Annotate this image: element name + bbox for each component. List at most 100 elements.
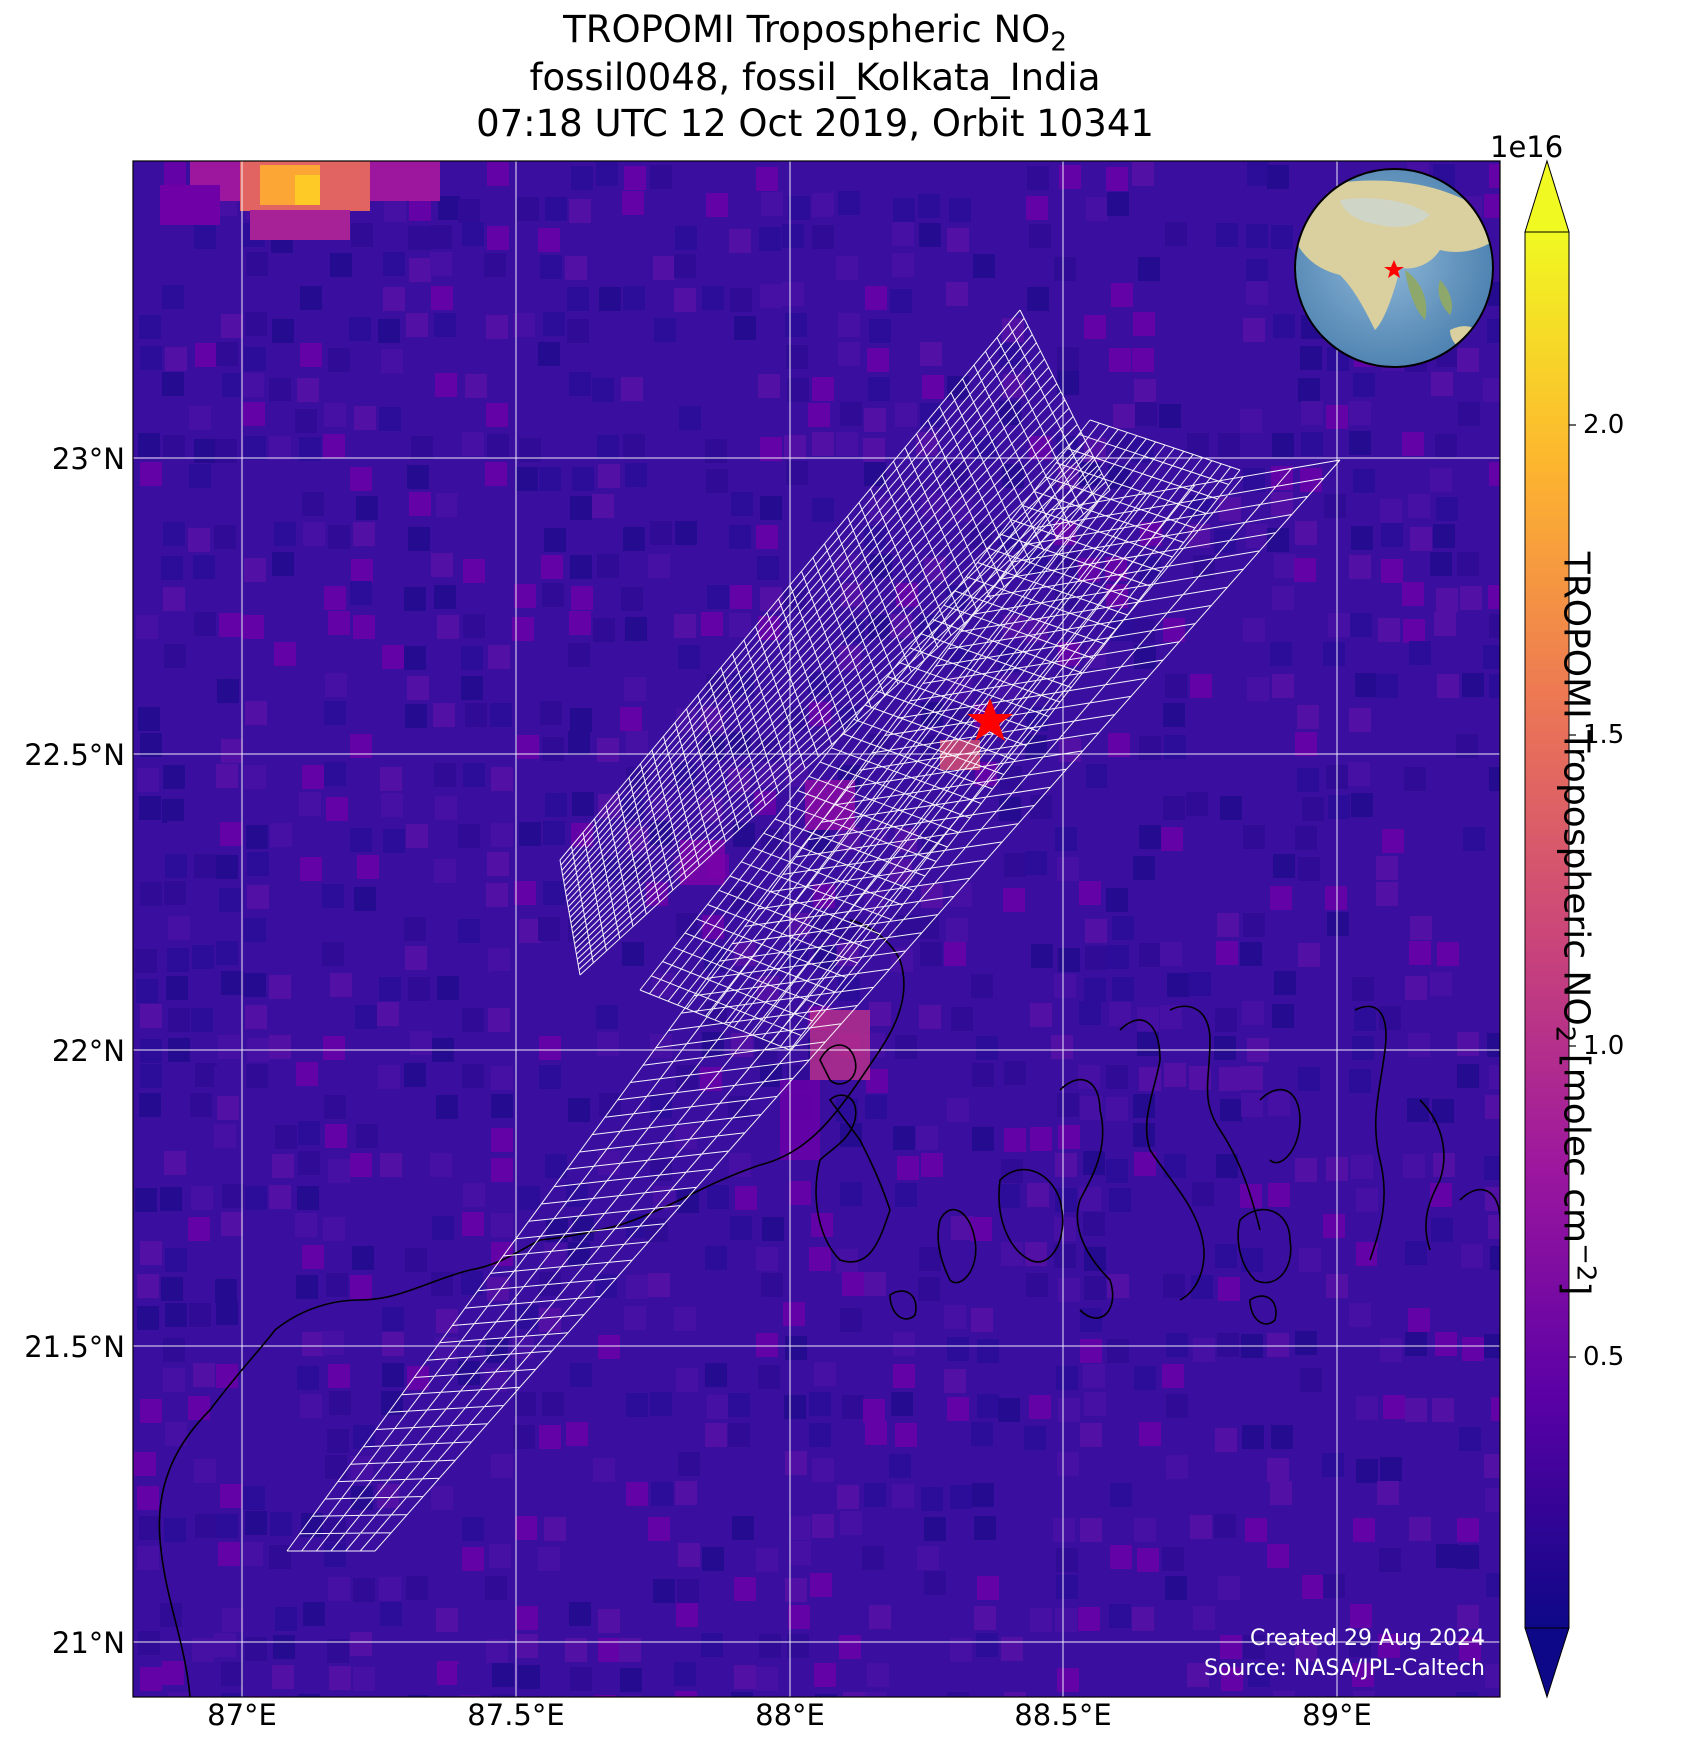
no2-pixel — [947, 1397, 969, 1421]
no2-pixel — [296, 556, 318, 580]
no2-pixel — [890, 289, 912, 313]
no2-pixel — [809, 1392, 831, 1416]
no2-pixel — [1272, 674, 1294, 698]
no2-pixel — [1353, 373, 1375, 397]
no2-pixel — [624, 915, 646, 939]
no2-pixel — [1274, 971, 1296, 995]
no2-pixel — [381, 1391, 403, 1415]
no2-pixel — [519, 822, 541, 846]
no2-pixel — [761, 402, 783, 426]
no2-pixel — [1488, 1696, 1500, 1697]
no2-pixel — [516, 1634, 538, 1658]
no2-pixel — [540, 701, 562, 725]
no2-pixel — [1107, 762, 1129, 786]
no2-pixel — [1080, 1423, 1102, 1447]
no2-pixel — [892, 253, 914, 277]
no2-pixel — [543, 881, 565, 905]
no2-pixel — [1377, 403, 1399, 427]
colorbar-exponent: 1e16 — [1490, 130, 1564, 164]
no2-pixel — [1058, 1125, 1080, 1149]
no2-pixel — [243, 525, 265, 549]
no2-pixel — [1431, 372, 1453, 396]
no2-pixel — [1110, 1545, 1132, 1569]
no2-pixel — [1106, 1159, 1128, 1183]
no2-pixel — [945, 1244, 967, 1268]
map-title: TROPOMI Tropospheric NO2 — [563, 8, 1067, 58]
no2-pixel — [405, 704, 427, 728]
no2-pixel — [1078, 1065, 1100, 1089]
no2-pixel — [731, 492, 753, 516]
no2-pixel — [324, 1518, 346, 1542]
no2-pixel — [330, 973, 352, 997]
no2-pixel — [1138, 257, 1160, 281]
no2-pixel — [701, 1633, 723, 1657]
no2-pixel — [865, 222, 887, 246]
no2-pixel — [1106, 1065, 1128, 1089]
no2-pixel — [545, 645, 567, 669]
no2-pixel — [921, 1487, 943, 1511]
no2-pixel — [1030, 1608, 1052, 1632]
no2-pixel — [812, 193, 834, 217]
no2-pixel — [895, 403, 917, 427]
no2-pixel — [756, 1667, 778, 1691]
no2-pixel — [950, 1638, 972, 1662]
no2-pixel — [1027, 287, 1049, 311]
no2-pixel — [946, 918, 968, 942]
no2-pixel — [303, 256, 325, 280]
no2-pixel — [1350, 613, 1372, 637]
no2-pixel — [1215, 1428, 1237, 1452]
no2-pixel — [1055, 552, 1077, 576]
no2-pixel — [328, 1577, 350, 1601]
no2-pixel — [350, 467, 372, 491]
no2-pixel — [785, 1578, 807, 1602]
no2-pixel — [1484, 1516, 1500, 1540]
no2-pixel — [597, 1487, 619, 1511]
no2-pixel — [350, 1632, 372, 1656]
no2-pixel — [1402, 432, 1424, 456]
no2-pixel — [326, 1273, 348, 1297]
no2-pixel — [1436, 588, 1458, 612]
no2-pixel — [1054, 974, 1076, 998]
no2-pixel — [1382, 829, 1404, 853]
no2-pixel — [1002, 464, 1024, 488]
no2-pixel — [1409, 641, 1431, 665]
no2-pixel — [1110, 372, 1132, 396]
no2-pixel — [434, 1427, 456, 1451]
no2-pixel — [1167, 973, 1189, 997]
no2-pixel — [866, 1069, 888, 1093]
no2-pixel — [1432, 707, 1454, 731]
no2-pixel — [194, 1459, 216, 1483]
no2-pixel — [598, 794, 620, 818]
no2-pixel — [1410, 527, 1432, 551]
no2-pixel — [1109, 348, 1131, 372]
no2-pixel — [814, 1362, 836, 1386]
no2-pixel — [1215, 584, 1237, 608]
no2-pixel — [431, 553, 453, 577]
no2-pixel — [1273, 762, 1295, 786]
no2-pixel — [1355, 673, 1377, 697]
no2-pixel — [458, 199, 480, 223]
no2-pixel — [162, 799, 184, 823]
no2-pixel — [950, 883, 972, 907]
no2-pixel — [539, 1308, 561, 1332]
no2-pixel — [944, 1369, 966, 1393]
no2-pixel — [163, 1338, 185, 1362]
no2-pixel — [140, 346, 162, 370]
no2-pixel — [1057, 347, 1079, 371]
no2-pixel — [1378, 1514, 1400, 1538]
no2-pixel — [675, 1691, 697, 1697]
no2-pixel — [625, 463, 647, 487]
no2-pixel — [161, 556, 183, 580]
no2-pixel — [784, 435, 806, 459]
no2-pixel — [1083, 1212, 1105, 1236]
no2-pixel — [221, 1212, 243, 1236]
no2-pixel — [164, 1151, 186, 1175]
no2-pixel — [409, 492, 431, 516]
no2-pixel — [810, 1573, 832, 1597]
no2-pixel — [274, 522, 296, 546]
no2-pixel — [269, 1035, 291, 1059]
no2-pixel — [274, 642, 296, 666]
no2-pixel — [1403, 619, 1425, 643]
no2-pixel — [568, 1098, 590, 1122]
no2-pixel — [758, 1365, 780, 1389]
